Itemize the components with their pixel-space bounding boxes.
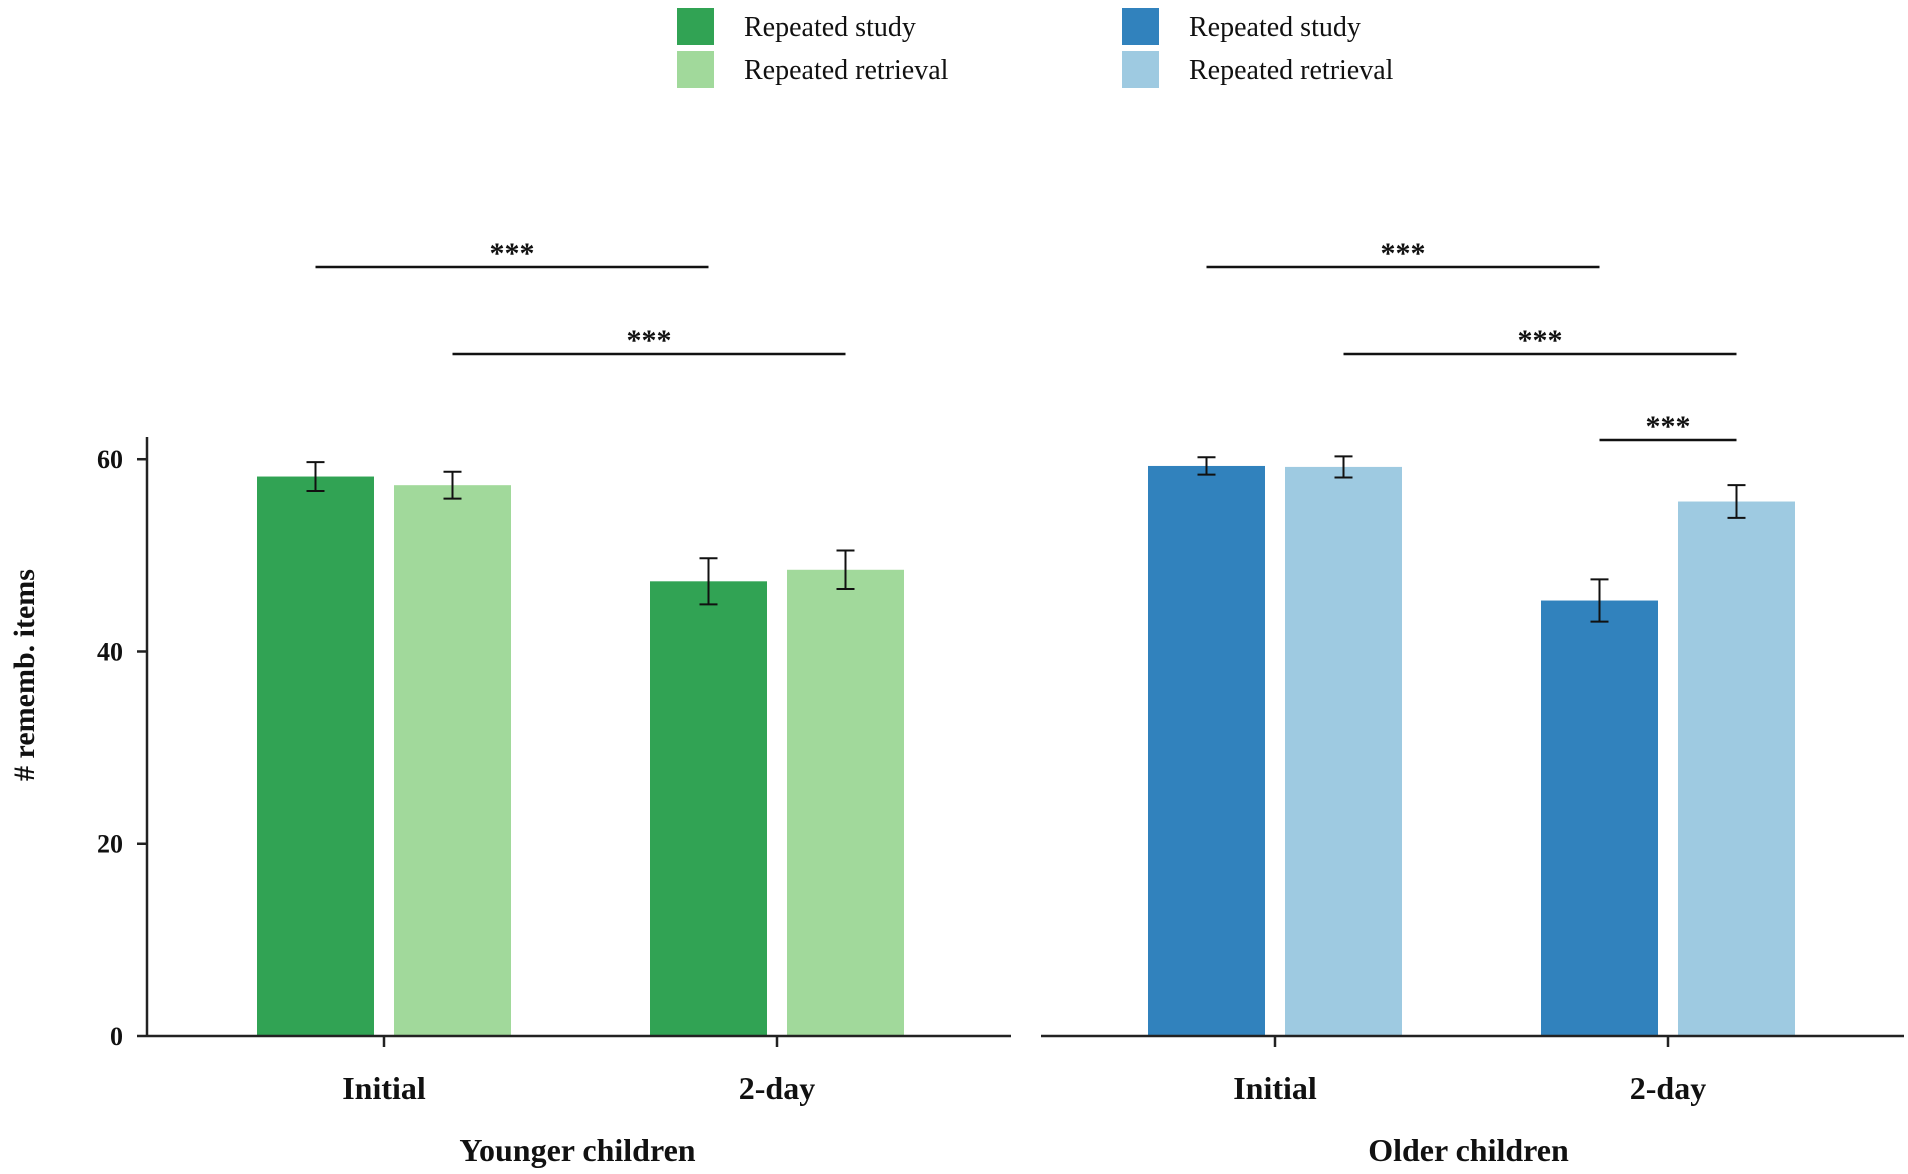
significance-label-1-1: *** — [1518, 324, 1563, 357]
panel-0: Initial 2-day Younger children 0 20 40 60 *** **… — [97, 237, 1011, 1168]
legend-label-0-1: Repeated retrieval — [744, 55, 949, 86]
bar-p1-s1-c1 — [1678, 501, 1795, 1036]
bar-p0-s1-c1 — [787, 569, 904, 1036]
panel-title-0: Younger children — [459, 1132, 695, 1168]
panel-1: Initial 2-day Older children *** *** *** — [1041, 237, 1904, 1168]
bar-p1-s1-c0 — [1285, 466, 1402, 1036]
legend-swatch-0-1 — [677, 51, 714, 88]
x-tick-label-0-1: 2-day — [739, 1070, 815, 1106]
x-tick-label-1-0: Initial — [1233, 1070, 1317, 1106]
bar-p1-s0-c1 — [1541, 600, 1658, 1036]
legend-swatch-1-1 — [1122, 51, 1159, 88]
bar-p0-s0-c0 — [257, 476, 374, 1036]
y-tick-label-1: 20 — [97, 830, 123, 859]
bar-p0-s1-c0 — [394, 485, 511, 1036]
significance-label-0-0: *** — [490, 237, 535, 270]
bar-p1-s0-c0 — [1148, 465, 1265, 1036]
legend-label-1-0: Repeated study — [1189, 12, 1361, 43]
legend-label-0-0: Repeated study — [744, 12, 916, 43]
legend-swatch-1-0 — [1122, 8, 1159, 45]
y-tick-label-2: 40 — [97, 637, 123, 666]
panel-title-1: Older children — [1368, 1132, 1569, 1168]
legend: Repeated study Repeated retrieval Repeated… — [677, 8, 1394, 88]
legend-label-1-1: Repeated retrieval — [1189, 55, 1394, 86]
chart-panels: Initial 2-day Younger children 0 20 40 60 *** **… — [97, 237, 1904, 1168]
significance-label-1-2: *** — [1646, 410, 1691, 443]
bar-p0-s0-c1 — [650, 581, 767, 1036]
y-tick-label-0: 0 — [110, 1022, 123, 1051]
significance-label-0-1: *** — [627, 324, 672, 357]
legend-swatch-0-0 — [677, 8, 714, 45]
significance-label-1-0: *** — [1381, 237, 1426, 270]
y-tick-label-3: 60 — [97, 445, 123, 474]
x-tick-label-0-0: Initial — [342, 1070, 426, 1106]
x-tick-label-1-1: 2-day — [1630, 1070, 1706, 1106]
y-axis-title: # rememb. items — [8, 569, 41, 781]
